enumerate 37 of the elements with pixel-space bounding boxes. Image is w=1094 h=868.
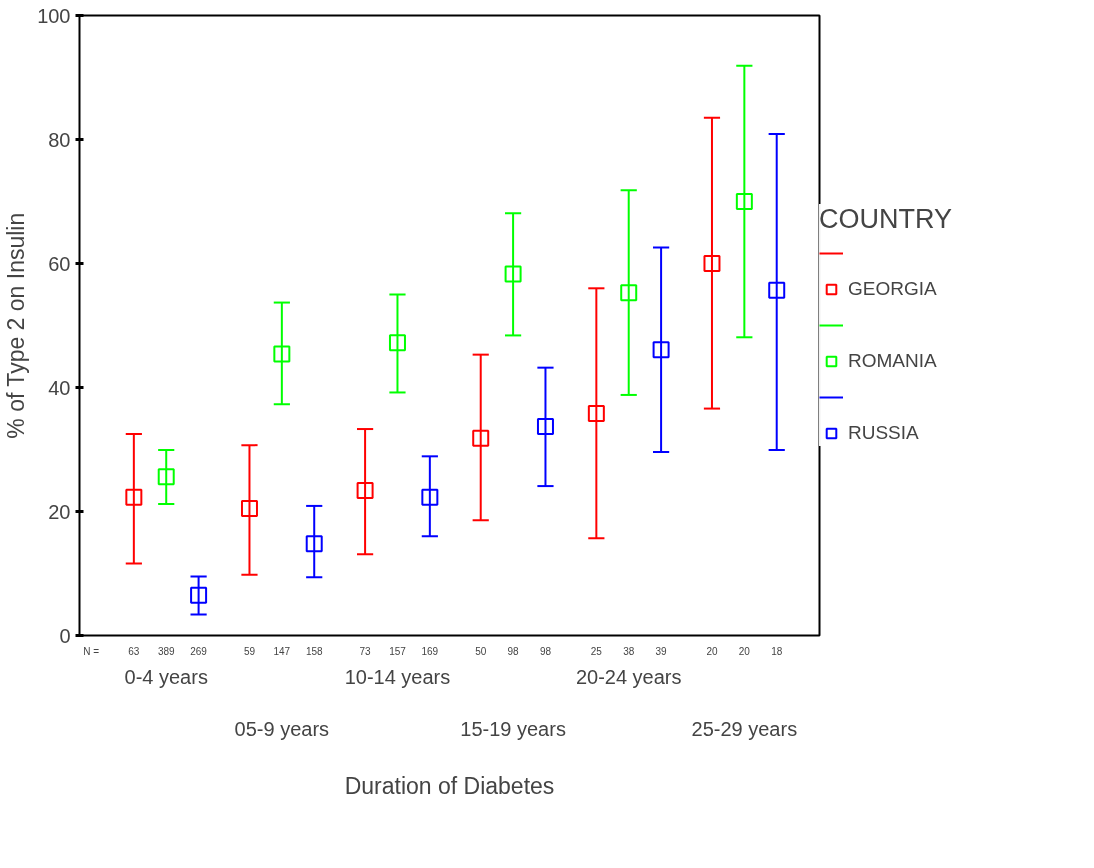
y-tick-label: 0 bbox=[59, 624, 71, 647]
text: 20 bbox=[706, 645, 718, 657]
x-tick-label: 10-14 years bbox=[344, 665, 451, 688]
text: 157 bbox=[389, 645, 407, 657]
legend-label: ROMANIA bbox=[848, 349, 937, 373]
y-tick-label: 100 bbox=[37, 4, 71, 27]
y-tick-label: 80 bbox=[48, 128, 71, 151]
x-axis-title: Duration of Diabetes bbox=[344, 773, 555, 800]
x-tick-label: 05-9 years bbox=[234, 718, 330, 741]
text: 73 bbox=[359, 645, 372, 657]
legend-title: COUNTRY bbox=[819, 204, 953, 235]
text: N = bbox=[83, 645, 100, 657]
y-tick-label: 40 bbox=[48, 376, 71, 399]
y-tick-label: 20 bbox=[48, 500, 71, 523]
legend-label: RUSSIA bbox=[848, 421, 919, 445]
text: 389 bbox=[157, 645, 175, 657]
text: 50 bbox=[475, 645, 487, 657]
text: 39 bbox=[655, 645, 668, 657]
text: 25 bbox=[590, 645, 603, 657]
x-tick-label: 15-19 years bbox=[460, 718, 566, 741]
text: 147 bbox=[273, 645, 291, 657]
text: 18 bbox=[771, 645, 783, 657]
text: 98 bbox=[539, 645, 552, 657]
y-axis-title: % of Type 2 on Insulin bbox=[3, 212, 30, 439]
y-tick-label: 60 bbox=[48, 252, 71, 275]
text: 169 bbox=[421, 645, 439, 657]
text: 269 bbox=[190, 645, 208, 657]
x-tick-label: 0-4 years bbox=[124, 665, 208, 688]
legend-label: GEORGIA bbox=[848, 277, 937, 301]
text: 59 bbox=[243, 645, 256, 657]
text: 38 bbox=[623, 645, 635, 657]
x-tick-label: 20-24 years bbox=[575, 665, 682, 688]
text: 98 bbox=[507, 645, 520, 657]
text: 158 bbox=[305, 645, 323, 657]
x-tick-label: 25-29 years bbox=[691, 718, 798, 741]
text: 20 bbox=[738, 645, 751, 657]
text: 63 bbox=[128, 645, 140, 657]
